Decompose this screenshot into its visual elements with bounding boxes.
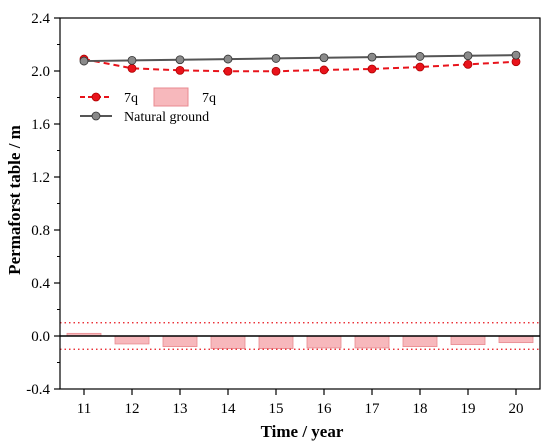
bar-13 <box>162 335 198 348</box>
point-solid-15 <box>271 54 281 63</box>
legend-dashed-line-marker <box>91 92 101 102</box>
y-tick-label: 2.0 <box>31 64 50 80</box>
x-tick-label: 13 <box>173 401 188 417</box>
point-solid-14 <box>223 54 233 64</box>
y-tick-label: 1.2 <box>31 170 50 186</box>
series-line-dashed <box>83 58 517 73</box>
point-dashed-19 <box>463 59 473 69</box>
point-dashed-13 <box>175 65 185 75</box>
x-tick-label: 15 <box>269 401 284 417</box>
x-tick-label: 19 <box>461 401 476 417</box>
plot-frame <box>59 17 541 390</box>
y-tick-label: 1.6 <box>31 117 50 133</box>
y-tick-label: 0.0 <box>31 329 50 345</box>
point-dashed-18 <box>415 62 425 72</box>
point-solid-13 <box>175 55 185 65</box>
bar-20 <box>498 335 534 344</box>
lines-layer <box>79 50 521 76</box>
point-solid-18 <box>415 52 425 61</box>
point-solid-11 <box>79 56 89 66</box>
x-tick-label: 17 <box>365 401 381 417</box>
x-tick-label: 11 <box>77 401 91 417</box>
y-tick-label: 0.8 <box>31 223 50 239</box>
point-dashed-15 <box>271 66 281 76</box>
bar-18 <box>402 335 438 348</box>
y-tick-label: -0.4 <box>26 382 50 398</box>
point-dashed-16 <box>319 65 329 75</box>
bar-19 <box>450 335 486 346</box>
legend: 7q 7q Natural ground <box>80 87 216 125</box>
point-solid-16 <box>319 53 329 63</box>
series-line-solid <box>83 54 517 63</box>
reference-lines-layer <box>60 322 540 350</box>
legend-bar-label: 7q <box>202 91 216 106</box>
point-dashed-17 <box>367 64 377 74</box>
ticks-layer: -0.4 0.0 0.4 0.8 1.2 1.6 2.0 2.4 11 12 13 14 15 16 17 1… <box>26 11 523 417</box>
x-tick-label: 16 <box>317 401 333 417</box>
x-tick-label: 12 <box>125 401 140 417</box>
point-dashed-14 <box>223 66 233 76</box>
legend-bar-swatch <box>153 87 189 107</box>
point-solid-19 <box>463 51 473 61</box>
x-axis-title: Time / year <box>261 422 344 441</box>
bar-16 <box>306 335 342 349</box>
x-tick-label: 18 <box>413 401 428 417</box>
point-solid-17 <box>367 52 377 62</box>
point-solid-20 <box>511 50 521 60</box>
point-solid-12 <box>127 56 137 65</box>
point-dashed-12 <box>127 63 137 73</box>
x-tick-label: 20 <box>509 401 524 417</box>
axes-layer <box>59 17 541 390</box>
legend-solid-line-marker <box>91 111 101 121</box>
bar-14 <box>210 335 246 349</box>
y-tick-label: 2.4 <box>31 11 50 27</box>
legend-dashed-line-label: 7q <box>124 91 138 106</box>
bar-15 <box>258 335 294 349</box>
y-axis-title: Permaforst table / m <box>5 125 24 275</box>
bar-12 <box>114 335 150 345</box>
bar-17 <box>354 335 390 349</box>
legend-solid-line-label: Natural ground <box>124 110 209 125</box>
y-tick-label: 0.4 <box>31 276 50 292</box>
x-tick-label: 14 <box>221 401 237 417</box>
